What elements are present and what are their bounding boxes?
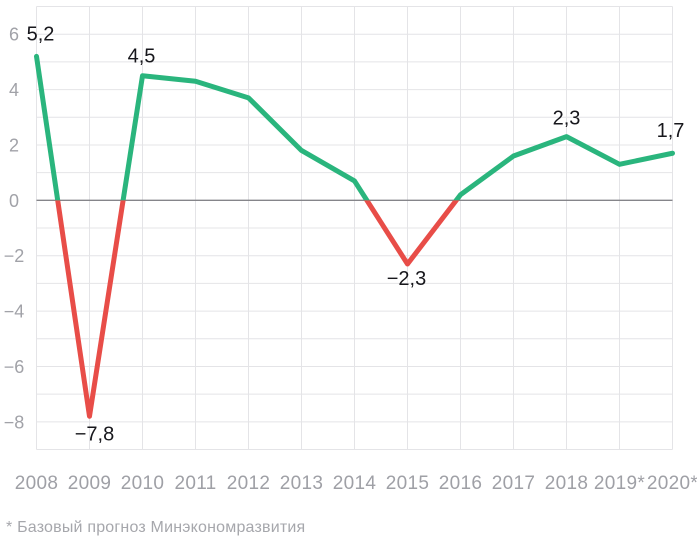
point-label: −2,3 bbox=[387, 268, 426, 290]
y-tick-label: 0 bbox=[9, 191, 19, 211]
x-tick-label: 2019* bbox=[594, 473, 645, 494]
x-tick-label: 2016 bbox=[439, 473, 482, 494]
x-tick-label: 2015 bbox=[386, 473, 429, 494]
y-tick-label: 6 bbox=[9, 25, 19, 45]
x-tick-label: 2020* bbox=[647, 473, 697, 494]
y-tick-label: −4 bbox=[4, 302, 25, 322]
gdp-line-positive bbox=[34, 53, 675, 201]
x-tick-label: 2008 bbox=[15, 473, 58, 494]
x-tick-label: 2017 bbox=[492, 473, 535, 494]
x-tick-label: 2013 bbox=[280, 473, 323, 494]
point-label: 5,2 bbox=[27, 23, 55, 45]
chart-footnote: * Базовый прогноз Минэкономразвития bbox=[6, 519, 306, 536]
point-label: 1,7 bbox=[657, 120, 685, 142]
point-label: −7,8 bbox=[75, 423, 114, 445]
y-tick-label: 2 bbox=[9, 135, 19, 155]
y-tick-label: −2 bbox=[4, 246, 25, 266]
x-tick-label: 2011 bbox=[174, 473, 216, 494]
y-tick-label: −8 bbox=[4, 412, 25, 432]
x-tick-label: 2018 bbox=[545, 473, 588, 494]
y-tick-label: 4 bbox=[9, 80, 19, 100]
x-tick-label: 2010 bbox=[121, 473, 164, 494]
x-tick-label: 2012 bbox=[227, 473, 270, 494]
gdp-line-chart: 6 4 2 0 −2 −4 −6 −8 2008 2009 2010 2011 2012 2013 2014… bbox=[4, 6, 697, 494]
x-tick-label: 2014 bbox=[333, 473, 377, 494]
point-label: 4,5 bbox=[128, 46, 156, 68]
x-tick-label: 2009 bbox=[68, 473, 111, 494]
point-label: 2,3 bbox=[553, 108, 581, 130]
y-tick-label: −6 bbox=[4, 357, 25, 377]
